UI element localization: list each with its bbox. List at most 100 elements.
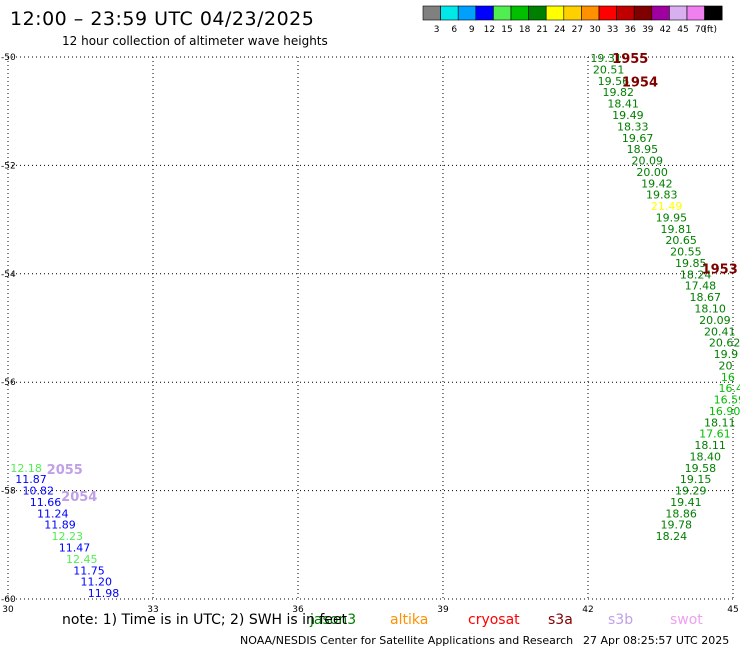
color-scale-label: 9 [469, 25, 475, 35]
wave-height-value: 19.95 [656, 211, 688, 224]
wave-height-value: 19.85 [675, 257, 707, 270]
wave-height-value: 18.86 [665, 507, 697, 520]
x-tick-label: 45 [727, 605, 738, 612]
wave-height-value: 18.11 [704, 416, 736, 429]
color-scale-label: 27 [572, 25, 583, 35]
wave-height-value: 11.75 [73, 564, 105, 577]
wave-height-value: 19.29 [675, 485, 707, 498]
x-tick-label: 30 [2, 605, 14, 612]
color-scale-label: 39 [642, 25, 654, 35]
wave-height-value: 18.67 [690, 291, 722, 304]
color-scale-label: 42 [660, 25, 671, 35]
satellite-legend-jason3: jason3 [310, 612, 357, 628]
satellite-legend: jason3 altika cryosat s3a s3b swot [0, 612, 740, 632]
wave-height-value: 20 [719, 359, 733, 372]
wave-height-value: 19.31 [590, 52, 622, 65]
x-tick-label: 36 [292, 605, 304, 612]
color-scale-unit: (ft) [703, 25, 717, 35]
wave-height-value: 16 [721, 371, 735, 384]
wave-height-value: 16.59 [714, 394, 740, 407]
wave-height-value: 11.20 [81, 576, 113, 589]
wave-height-value: 16.90 [709, 405, 740, 418]
color-scale-label: 30 [589, 25, 601, 35]
wave-height-value: 19.83 [646, 189, 678, 202]
satellite-legend-s3b: s3b [608, 612, 634, 628]
wave-height-value: 19.15 [680, 473, 712, 486]
wave-height-value: 19.49 [612, 109, 644, 122]
wave-height-value: 12.18 [10, 462, 42, 475]
y-tick-label: -58 [1, 487, 16, 497]
color-scale-label: 70 [695, 25, 707, 35]
wave-height-value: 19.42 [641, 177, 673, 190]
wave-height-plot: 30 33 36 39 42 45 -50 -52 -54 -56 -58 -60 19.3120.51… [1, 52, 740, 612]
color-scale-label: 6 [451, 25, 457, 35]
wave-height-value: 12.45 [66, 553, 98, 566]
color-scale-label: 12 [484, 25, 495, 35]
wave-height-value: 18.24 [680, 268, 712, 281]
color-scale-label: 18 [519, 25, 531, 35]
color-scale-label: 15 [501, 25, 512, 35]
wave-height-value: 11.89 [44, 519, 76, 532]
y-tick-label: -54 [1, 270, 16, 280]
y-tick-label: -50 [1, 53, 16, 63]
satellite-legend-s3a: s3a [548, 612, 573, 628]
y-tick-label: -52 [1, 161, 16, 171]
track-time-label: 2055 [47, 463, 83, 478]
wave-height-value: 20.51 [593, 63, 625, 76]
wave-height-value: 18.24 [656, 530, 688, 543]
track-time-label: 1953 [702, 262, 738, 277]
satellite-legend-swot: swot [670, 612, 703, 628]
color-scale-label: 24 [554, 25, 566, 35]
wave-height-value: 20.00 [636, 166, 668, 179]
color-scale-label: 33 [607, 25, 618, 35]
wave-height-value: 18.11 [694, 439, 726, 452]
wave-height-value: 17.61 [699, 428, 731, 441]
units-note: note: 1) Time is in UTC; 2) SWH is in fe… [62, 612, 348, 628]
wave-height-value: 18.40 [690, 450, 722, 463]
color-scale-legend: 3 6 9 12 15 18 21 24 27 30 33 36 39 42 45 70(ft) [422, 5, 723, 35]
wave-height-value: 19.78 [661, 519, 693, 532]
wave-height-value: 20.41 [704, 325, 736, 338]
wave-height-value: 11.47 [59, 542, 91, 555]
color-swatch [704, 5, 723, 21]
wave-height-value: 20.09 [699, 314, 731, 327]
wave-height-value: 20.62 [709, 337, 740, 350]
wave-height-value: 18.10 [694, 302, 726, 315]
wave-height-value: 21.49 [651, 200, 683, 213]
wave-height-value: 20.55 [670, 246, 702, 259]
credit-line: NOAA/NESDIS Center for Satellite Applica… [240, 634, 574, 647]
wave-height-value: 12.23 [52, 530, 84, 543]
color-scale-label: 3 [434, 25, 440, 35]
wave-height-value: 19.56 [598, 75, 630, 88]
satellite-legend-altika: altika [390, 612, 429, 628]
wave-height-value: 11.98 [88, 587, 120, 600]
wave-height-value: 19.9 [714, 348, 739, 361]
color-scale-label: 45 [677, 25, 688, 35]
chart-title: 12:00 – 23:59 UTC 04/23/2025 [10, 8, 315, 30]
wave-height-value: 17.48 [685, 280, 717, 293]
wave-height-value: 19.82 [603, 86, 635, 99]
wave-height-value: 16.4 [719, 382, 740, 395]
wave-height-value: 19.81 [661, 223, 693, 236]
y-tick-label: -56 [1, 378, 16, 388]
color-scale-label: 36 [624, 25, 636, 35]
wave-height-value: 19.58 [685, 462, 717, 475]
wave-height-value: 19.41 [670, 496, 702, 509]
generated-timestamp: 27 Apr 08:25:57 UTC 2025 [583, 634, 730, 647]
track-time-label: 2054 [61, 490, 97, 505]
wave-height-value: 11.24 [37, 507, 69, 520]
chart-subtitle: 12 hour collection of altimeter wave hei… [62, 34, 328, 48]
wave-height-value: 19.67 [622, 132, 654, 145]
x-tick-label: 39 [437, 605, 449, 612]
wave-height-value: 10.82 [23, 485, 55, 498]
wave-height-value: 11.66 [30, 496, 62, 509]
wave-height-value: 20.09 [632, 155, 664, 168]
x-tick-label: 33 [147, 605, 158, 612]
track-time-label: 1955 [612, 52, 648, 67]
wave-height-value: 18.33 [617, 120, 649, 133]
wave-height-value: 18.41 [607, 98, 639, 111]
wave-height-value: 11.87 [15, 473, 47, 486]
satellite-legend-cryosat: cryosat [468, 612, 520, 628]
color-scale-label: 21 [536, 25, 547, 35]
track-time-label: 1954 [622, 75, 658, 90]
